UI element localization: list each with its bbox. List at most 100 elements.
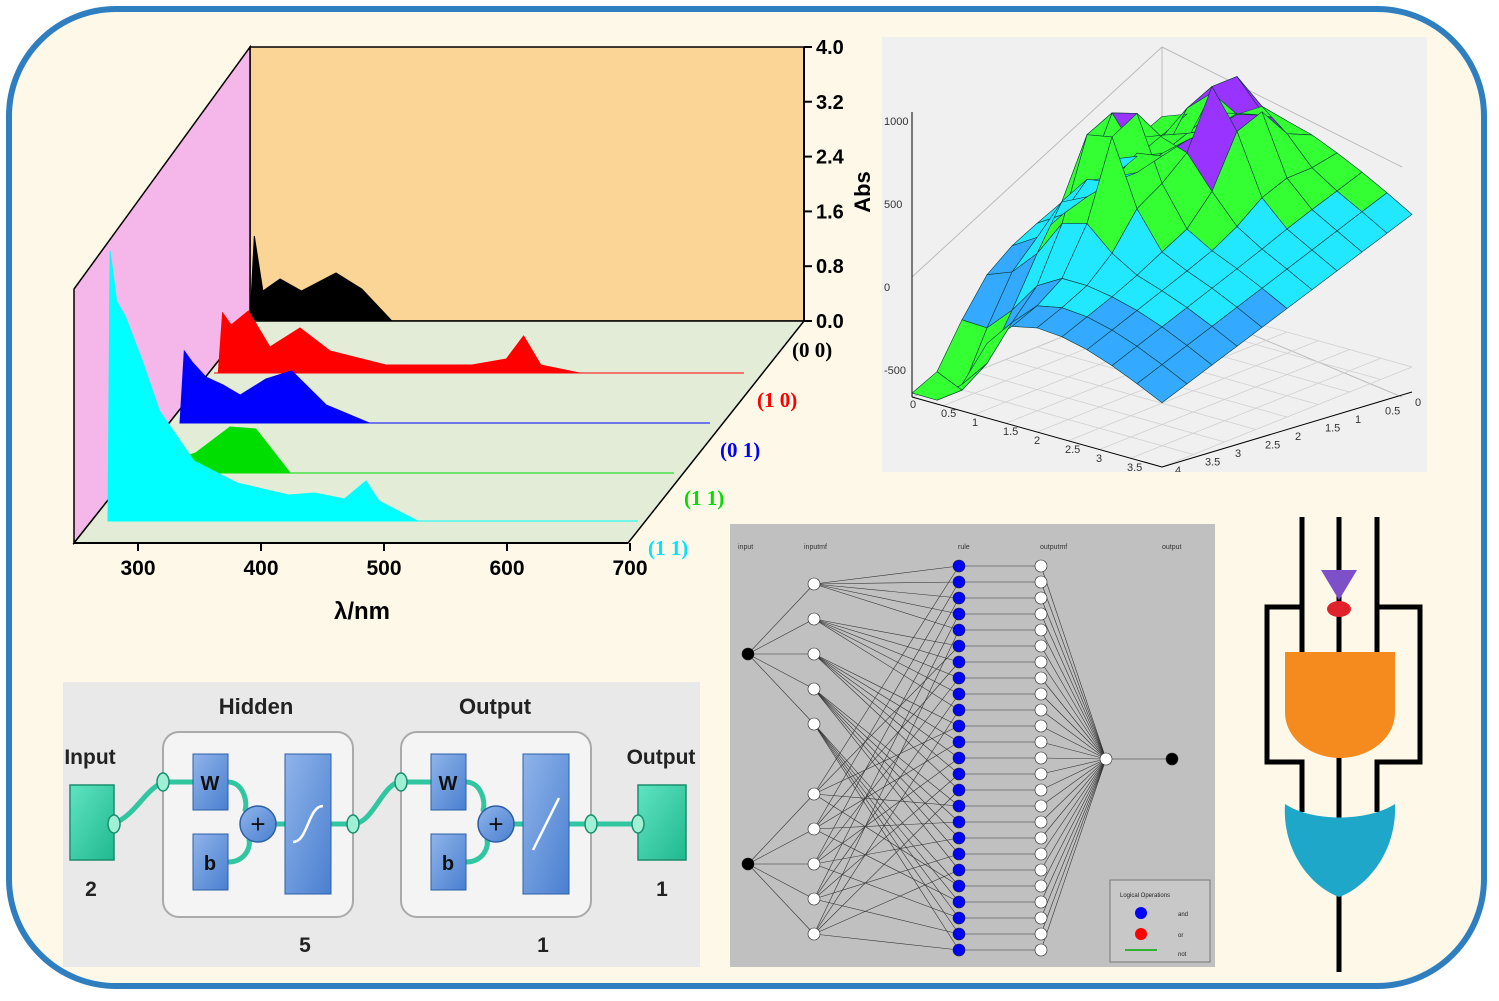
x-tick-label: 300: [120, 557, 155, 580]
rule-node: [952, 623, 966, 637]
output-mf-node: [1034, 927, 1048, 941]
output-weight-block: [430, 753, 467, 811]
output-layer-size: 1: [537, 934, 549, 957]
hidden-bias-block: [192, 833, 229, 891]
and-gate: [1285, 652, 1395, 758]
abs-tick-label: 0.8: [816, 256, 844, 278]
trace-label: (1 0): [757, 388, 797, 412]
rule-node: [952, 735, 966, 749]
spectrum-trace: [179, 349, 710, 424]
membership-node: [807, 612, 821, 626]
output-mf-node: [1034, 687, 1048, 701]
trace-label: (1 1): [648, 536, 688, 560]
input1-tick-label: 1: [1355, 414, 1361, 426]
output-layer-title: Output: [459, 694, 532, 719]
fuzzy-surface-plot: 1000 500 0 -500 0 0.5 1 1.5 2 2.5 3 3.5 4 4 3.5 3 2.5 2 1.…: [882, 37, 1427, 472]
output-mf-node: [1034, 655, 1048, 669]
output-bias-block: [430, 833, 467, 891]
spectrum-trace: [249, 235, 780, 322]
anfis-column-label: rule: [958, 544, 970, 551]
output-node: [1165, 752, 1179, 766]
or-marker: [1135, 928, 1147, 940]
rule-node: [952, 943, 966, 957]
input-node: [741, 647, 755, 661]
logic-legend: [1109, 879, 1211, 963]
input2-tick-label: 2.5: [1065, 444, 1080, 456]
trace-label: (0 0): [792, 338, 832, 362]
hidden-weight-label: W: [201, 773, 220, 795]
output-mf-node: [1034, 783, 1048, 797]
anfis-column-label: outputmf: [1040, 544, 1067, 551]
rule-node: [952, 655, 966, 669]
abs-tick-label: 3.2: [816, 92, 844, 114]
sigmoid-icon: [292, 804, 324, 844]
membership-node: [807, 927, 821, 941]
output-mf-node: [1034, 943, 1048, 957]
output-mf-node: [1034, 751, 1048, 765]
rule-node: [952, 863, 966, 877]
legend-and-label: and: [1178, 912, 1188, 918]
output-size: 1: [656, 878, 668, 901]
hidden-bias-label: b: [204, 853, 216, 875]
z-tick-label: 500: [884, 199, 902, 211]
input1-tick-label: 2.5: [1265, 440, 1280, 452]
rule-node: [952, 607, 966, 621]
input1-tick-label: 1.5: [1325, 423, 1340, 435]
or-gate: [1284, 804, 1396, 897]
input2-tick-label: 0: [910, 399, 916, 411]
plus-icon: +: [250, 809, 265, 839]
output-mf-node: [1034, 863, 1048, 877]
neural-network-diagram: Hidden Output Input Output 2 1 5 1: [63, 682, 700, 967]
x-tick-label: 500: [366, 557, 401, 580]
rule-node: [952, 879, 966, 893]
output-mf-node: [1034, 671, 1048, 685]
hidden-layer-size: 5: [299, 934, 311, 957]
rule-node: [952, 831, 966, 845]
rule-node: [952, 799, 966, 813]
and-marker: [1135, 907, 1147, 919]
abs-tick-label: 0.0: [816, 311, 844, 333]
output-mf-node: [1034, 799, 1048, 813]
input-node: [741, 857, 755, 871]
input2-tick-label: 3: [1096, 453, 1102, 465]
output-transfer-block: [522, 753, 570, 895]
output-sum-node: [477, 805, 515, 843]
graphical-abstract-frame: 4.0 3.2 2.4 1.6 0.8 0.0 Abs 300 400 500 600 700 λ…: [6, 6, 1487, 989]
output-mf-node: [1034, 719, 1048, 733]
membership-node: [807, 577, 821, 591]
input1-tick-label: 0.5: [1385, 406, 1400, 418]
input1-tick-label: 4: [1175, 465, 1181, 472]
input-block: [69, 784, 115, 861]
legend-or-label: or: [1178, 933, 1183, 939]
rule-node: [952, 911, 966, 925]
output-mf-node: [1034, 767, 1048, 781]
membership-node: [807, 647, 821, 661]
rule-node: [952, 751, 966, 765]
z-tick-label: -500: [884, 365, 906, 377]
trace-label: (1 1): [684, 486, 724, 510]
rule-node: [952, 767, 966, 781]
abs-tick-label: 4.0: [816, 37, 844, 59]
surface-patch: [911, 371, 963, 401]
rule-node: [952, 559, 966, 573]
membership-node: [807, 822, 821, 836]
output-mf-node: [1034, 815, 1048, 829]
input2-tick-label: 0.5: [941, 408, 956, 420]
output-mf-node: [1034, 623, 1048, 637]
output-mf-node: [1034, 735, 1048, 749]
rule-node: [952, 687, 966, 701]
input1-tick-label: 2: [1295, 431, 1301, 443]
rule-node: [952, 895, 966, 909]
hidden-weight-block: [192, 753, 229, 811]
linear-icon: [531, 797, 561, 851]
output-mf-node: [1034, 559, 1048, 573]
output-mf-node: [1034, 847, 1048, 861]
rule-node: [952, 783, 966, 797]
anfis-structure-diagram: input inputmf rule outputmf output Logical O…: [730, 524, 1215, 967]
aggregate-node: [1099, 752, 1113, 766]
input2-tick-label: 2: [1034, 435, 1040, 447]
x-tick-label: 400: [243, 557, 278, 580]
anfis-column-label: inputmf: [804, 544, 827, 551]
membership-node: [807, 892, 821, 906]
trace-label: (0 1): [720, 438, 760, 462]
